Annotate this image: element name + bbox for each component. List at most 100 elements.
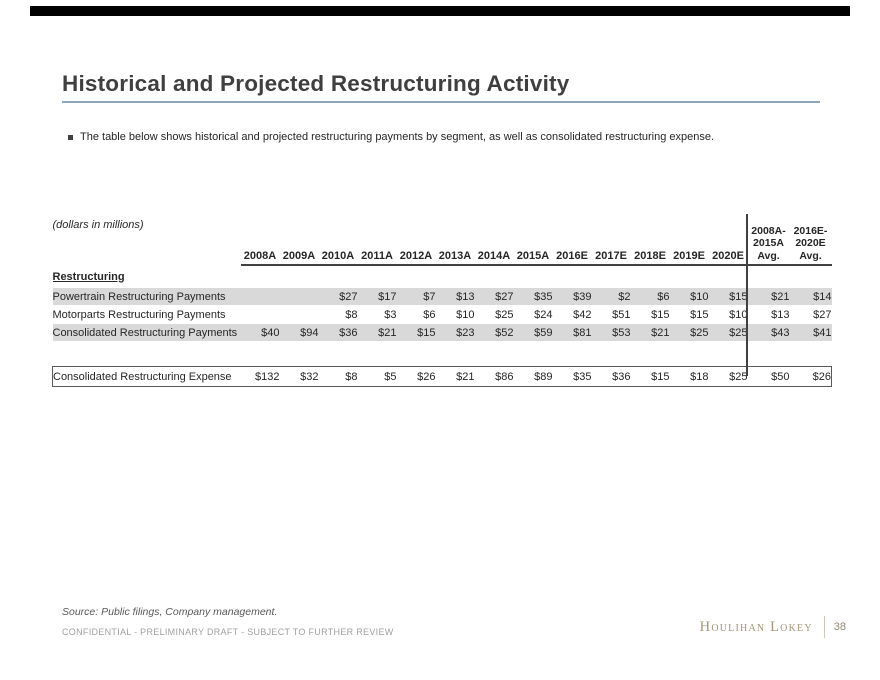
cell-value: $13 (435, 287, 475, 306)
column-header-year: 2016E (552, 214, 592, 266)
cell-value: $21 (435, 366, 475, 387)
units-note: (dollars in millions) (52, 219, 144, 231)
cell-value: $10 (669, 287, 709, 306)
confidentiality-disclaimer: CONFIDENTIAL - PRELIMINARY DRAFT - SUBJE… (62, 627, 394, 637)
row-label: Powertrain Restructuring Payments (52, 287, 241, 306)
spacer-cell (53, 342, 832, 367)
column-header-average-line: 2015A (753, 237, 784, 249)
top-accent-bar (30, 6, 850, 16)
cell-value: $17 (357, 287, 397, 306)
table-header-row: (dollars in millions) 2008A 2009A 2010A 2011… (52, 214, 832, 266)
table-row: Motorparts Restructuring Payments $8 $3 $6 $… (53, 306, 832, 324)
cell-value: $32 (279, 366, 319, 387)
column-header-year: 2017E (591, 214, 631, 266)
cell-value: $27 (318, 287, 358, 306)
cell-value: $25 (708, 323, 748, 342)
cell-value: $40 (240, 323, 280, 342)
column-header-year: 2011A (357, 214, 397, 266)
cell-value: $15 (690, 308, 709, 321)
column-header-average-line: 2008A- (751, 224, 786, 237)
column-header-average: 2008A- 2015A Avg. (747, 214, 790, 266)
cell-value: $42 (573, 308, 592, 321)
title-rule (62, 101, 820, 103)
cell-value: $35 (513, 287, 553, 306)
cell-value: $25 (495, 308, 514, 321)
column-header-year: 2018E (630, 214, 670, 266)
cell-value: $6 (423, 308, 436, 321)
cell-value: $8 (345, 308, 358, 321)
table-header: (dollars in millions) 2008A 2009A 2010A 2011… (52, 214, 832, 266)
cell-value: $7 (396, 287, 436, 306)
cell-average-value: $43 (747, 323, 790, 342)
cell-average-value: $41 (789, 323, 832, 342)
page-number: 38 (833, 621, 846, 633)
expense-total-row: Consolidated Restructuring Expense $132 $3… (52, 366, 832, 387)
table-row: Powertrain Restructuring Payments $27 $17 $… (52, 287, 832, 306)
cell-value: $15 (708, 287, 748, 306)
cell-value: $25 (669, 323, 709, 342)
cell-value: $36 (591, 366, 631, 387)
column-header-year: 2019E (669, 214, 709, 266)
cell-value: $39 (552, 287, 592, 306)
column-header-year: 2015A (513, 214, 553, 266)
cell-value (240, 287, 280, 306)
cell-value: $94 (279, 323, 319, 342)
cell-average-value: $21 (747, 287, 790, 306)
cell-value: $27 (474, 287, 514, 306)
cell-average-value: $14 (789, 287, 832, 306)
cell-value: $132 (240, 366, 280, 387)
average-columns-divider (746, 214, 748, 376)
cell-value: $5 (357, 366, 397, 387)
section-label-text: Restructuring (52, 270, 125, 283)
restructuring-table: (dollars in millions) 2008A 2009A 2010A 2011… (52, 214, 832, 387)
cell-average-value: $50 (747, 366, 790, 387)
cell-value: $21 (630, 323, 670, 342)
restructuring-table-area: (dollars in millions) 2008A 2009A 2010A 2011… (52, 214, 832, 387)
summary-bullet: The table below shows historical and pro… (68, 131, 848, 143)
cell-value (280, 306, 319, 324)
cell-value: $18 (669, 366, 709, 387)
cell-value: $23 (435, 323, 475, 342)
summary-bullet-text: The table below shows historical and pro… (80, 131, 715, 143)
source-note: Source: Public filings, Company manageme… (62, 606, 278, 618)
section-label: Restructuring (53, 265, 832, 288)
cell-value: $51 (612, 308, 631, 321)
brand-page-divider (823, 616, 825, 638)
cell-average-value: $26 (789, 366, 832, 387)
column-header-average: 2016E- 2020E Avg. (789, 214, 832, 266)
cell-average-value: $13 (771, 308, 790, 321)
row-label: Consolidated Restructuring Payments (52, 323, 241, 342)
column-header-year: 2012A (396, 214, 436, 266)
column-header-year: 2014A (474, 214, 514, 266)
cell-value: $25 (708, 366, 748, 387)
cell-value: $86 (474, 366, 514, 387)
column-header-year: 2009A (279, 214, 319, 266)
table-row: Consolidated Restructuring Payments $40 $9… (52, 323, 832, 342)
cell-value (279, 287, 319, 306)
bullet-square-icon (68, 135, 73, 140)
cell-value: $89 (513, 366, 553, 387)
cell-value: $21 (357, 323, 397, 342)
cell-value: $59 (513, 323, 553, 342)
cell-value: $6 (630, 287, 670, 306)
footer-brand: Houlihan Lokey 38 (700, 616, 846, 638)
cell-value: $2 (591, 287, 631, 306)
cell-value: $10 (729, 308, 748, 321)
cell-value: $15 (630, 366, 670, 387)
column-header-average-line: 2020E (795, 237, 826, 249)
column-header-year: 2008A (240, 214, 280, 266)
column-header-average-line: 2016E- (793, 224, 828, 237)
cell-value: $8 (318, 366, 358, 387)
cell-value: $81 (552, 323, 592, 342)
cell-average-value: $27 (813, 308, 832, 321)
cell-value: $15 (396, 323, 436, 342)
cell-value (241, 306, 280, 324)
cell-value: $10 (456, 308, 475, 321)
spacer-row (53, 342, 832, 367)
table-body: Restructuring Powertrain Restructuring Pa… (52, 265, 832, 387)
column-header-year: 2013A (435, 214, 475, 266)
cell-value: $24 (534, 308, 553, 321)
row-label: Consolidated Restructuring Expense (52, 366, 241, 387)
cell-value: $36 (318, 323, 358, 342)
